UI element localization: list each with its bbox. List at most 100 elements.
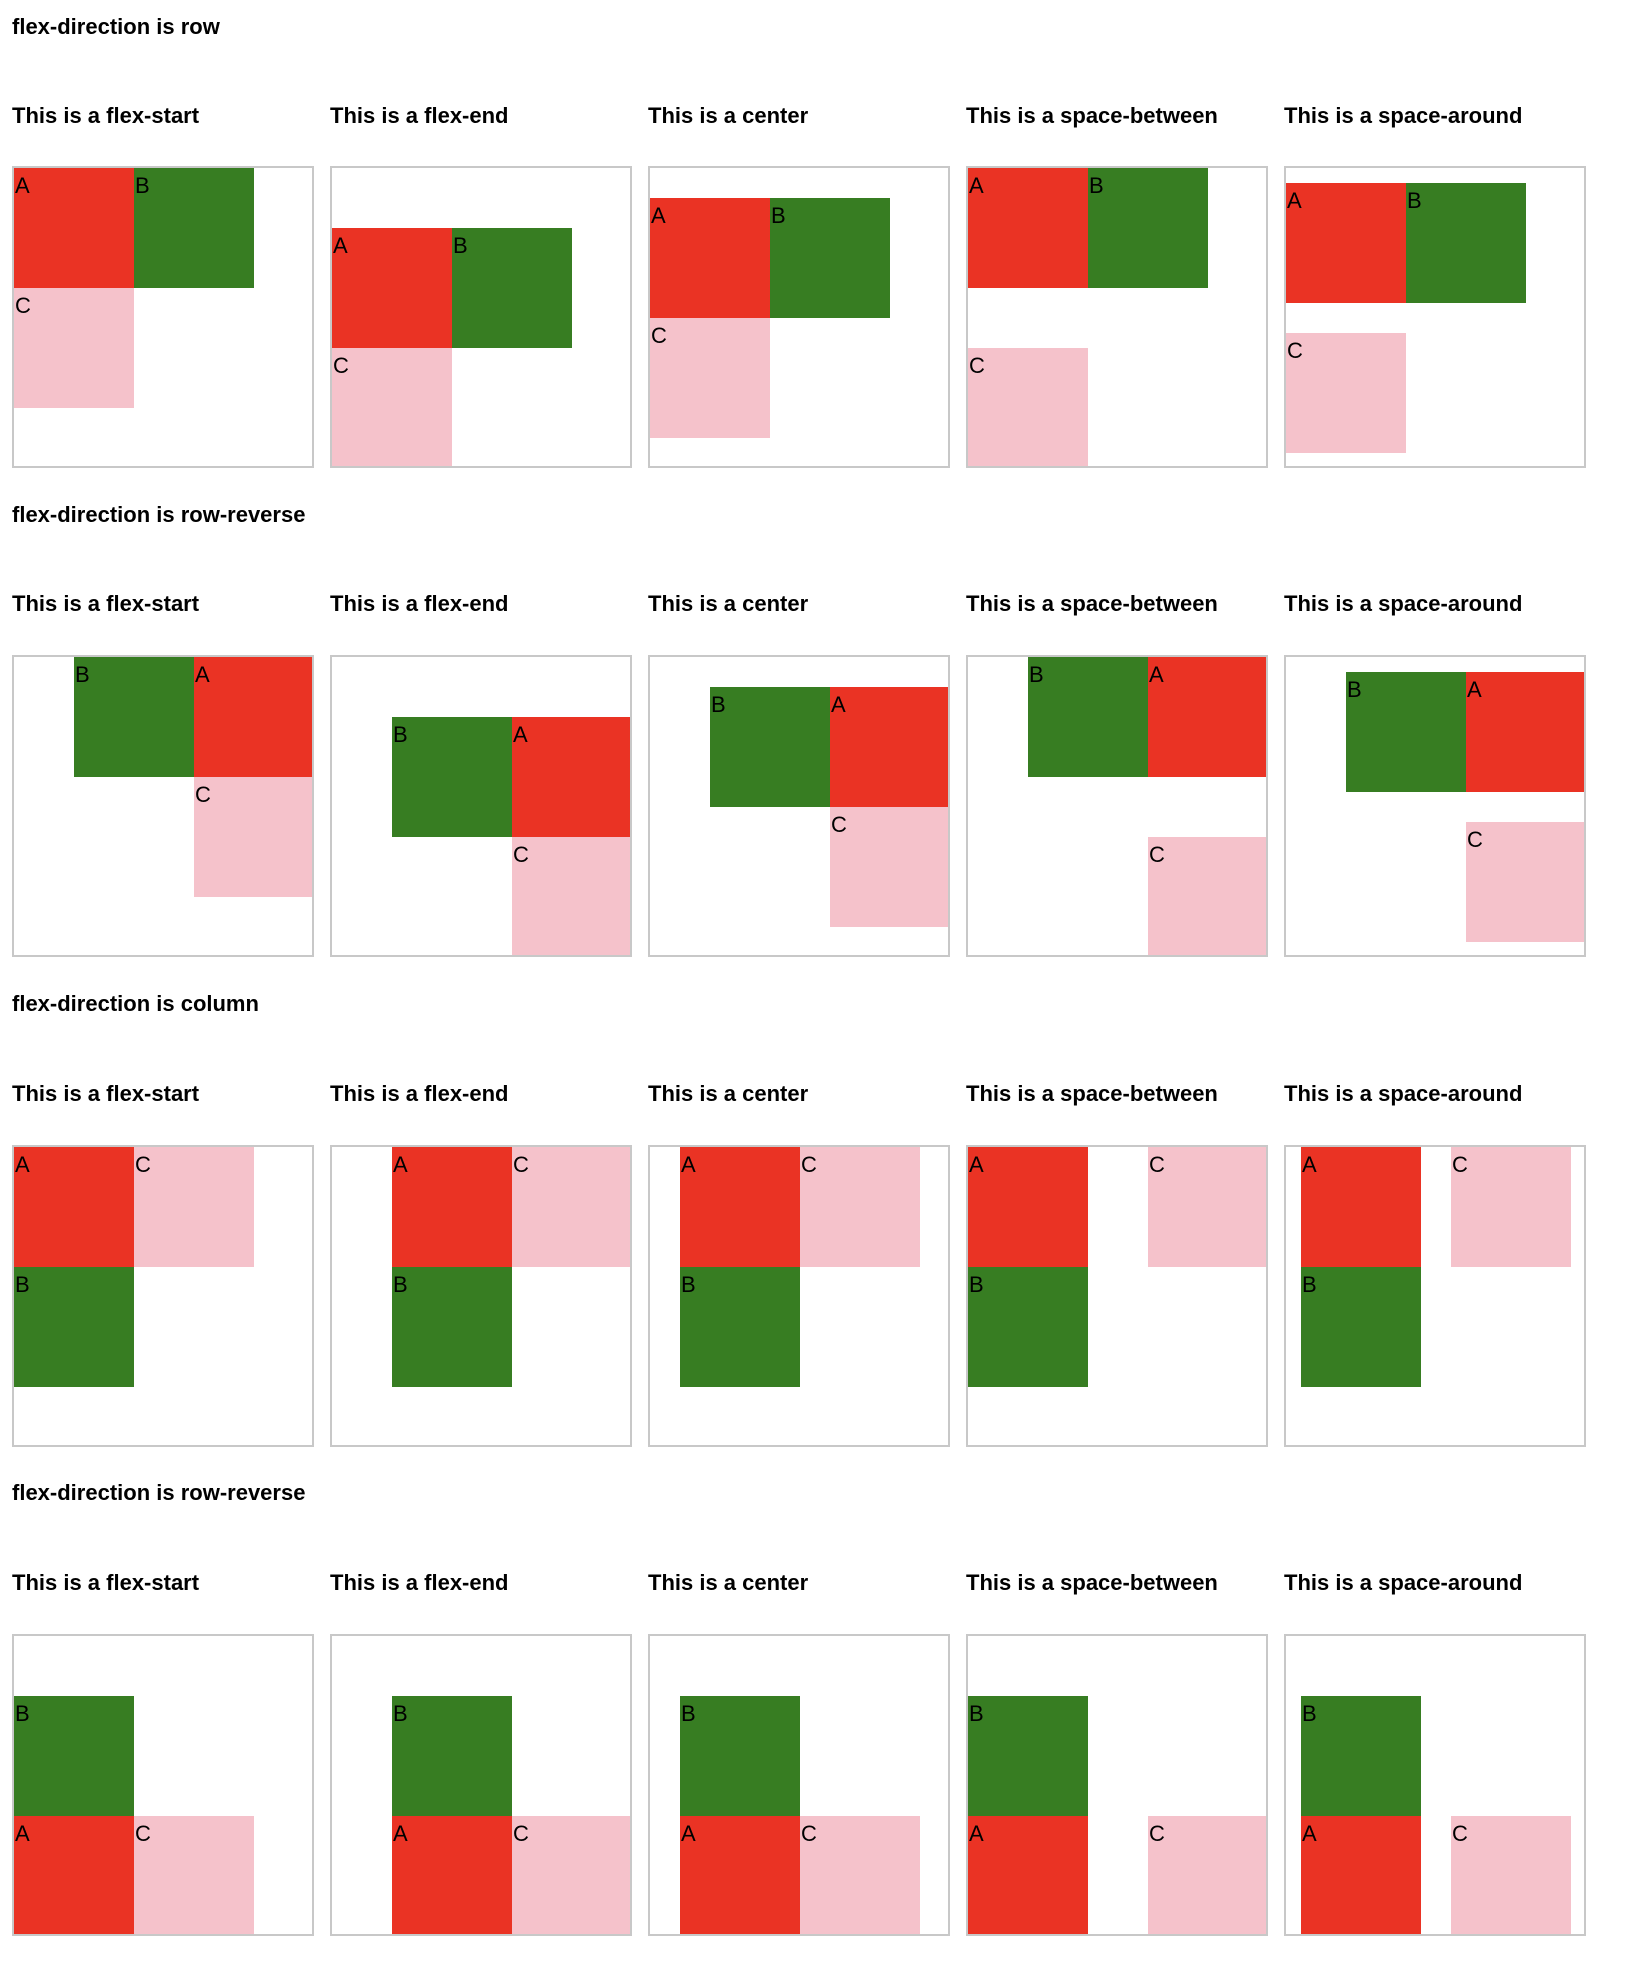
flex-item-b: B (1346, 672, 1466, 792)
flex-item-a: A (14, 168, 134, 288)
flex-item-c: C (1286, 333, 1406, 453)
section-title: flex-direction is row-reverse (12, 1480, 306, 1505)
flex-item-b: B (1301, 1696, 1421, 1816)
demo-title: This is a space-between (966, 1081, 1218, 1106)
flex-item-a: A (830, 687, 948, 807)
flex-container: B A C (648, 655, 950, 957)
flex-item-b: B (968, 1696, 1088, 1816)
flex-item-b: B (392, 1267, 512, 1387)
flex-item-a: A (968, 168, 1088, 288)
flex-container: B A C (1284, 655, 1586, 957)
flex-item-c: C (830, 807, 948, 927)
flex-item-b: B (1301, 1267, 1421, 1387)
flex-item-a: A (392, 1816, 512, 1934)
flex-item-c: C (800, 1816, 920, 1934)
flex-item-a: A (332, 228, 452, 348)
flex-item-b: B (14, 1267, 134, 1387)
flex-container: B A C (330, 1634, 632, 1936)
demo-title: This is a center (648, 103, 809, 128)
flex-item-b: B (680, 1696, 800, 1816)
flex-container: A B C (330, 1145, 632, 1447)
flex-item-b: B (680, 1267, 800, 1387)
flex-container: B A C (12, 655, 314, 957)
demo-title: This is a flex-end (330, 103, 509, 128)
flex-item-b: B (392, 1696, 512, 1816)
demo-title: This is a flex-end (330, 1570, 509, 1595)
flex-item-a: A (392, 1147, 512, 1267)
flex-item-c: C (512, 1147, 630, 1267)
flex-container: A B C (12, 166, 314, 468)
flex-item-c: C (332, 348, 452, 466)
section-title: flex-direction is row-reverse (12, 502, 306, 527)
flex-item-a: A (680, 1816, 800, 1934)
flex-item-c: C (1466, 822, 1584, 942)
flex-container: B A C (330, 655, 632, 957)
demo-title: This is a flex-end (330, 1081, 509, 1106)
demo-title: This is a center (648, 1570, 809, 1595)
flex-item-b: B (1406, 183, 1526, 303)
demo-title: This is a space-between (966, 103, 1218, 128)
demo-title: This is a flex-start (12, 103, 200, 128)
demo-title: This is a flex-start (12, 1570, 200, 1595)
demo-title: This is a center (648, 1081, 809, 1106)
flex-item-b: B (452, 228, 572, 348)
flex-item-a: A (14, 1147, 134, 1267)
flex-item-b: B (1088, 168, 1208, 288)
flex-container: B A C (966, 655, 1268, 957)
flex-item-b: B (134, 168, 254, 288)
flex-item-a: A (512, 717, 630, 837)
demo-title: This is a flex-start (12, 1081, 200, 1106)
flex-item-a: A (968, 1147, 1088, 1267)
flex-item-c: C (14, 288, 134, 408)
flex-container: A B C (648, 1145, 950, 1447)
flex-container: A B C (648, 166, 950, 468)
flex-item-b: B (770, 198, 890, 318)
flex-item-a: A (968, 1816, 1088, 1934)
flex-item-b: B (968, 1267, 1088, 1387)
flex-container: A B C (966, 166, 1268, 468)
flex-item-c: C (968, 348, 1088, 466)
flex-item-a: A (14, 1816, 134, 1934)
flex-item-a: A (1148, 657, 1266, 777)
flex-container: A B C (1284, 1145, 1586, 1447)
section-title: flex-direction is column (12, 991, 259, 1016)
flex-item-b: B (392, 717, 512, 837)
flex-container: A B C (12, 1145, 314, 1447)
demo-title: This is a center (648, 591, 809, 616)
flex-container: B A C (12, 1634, 314, 1936)
flex-item-c: C (194, 777, 312, 897)
flex-item-c: C (1451, 1816, 1571, 1934)
flex-item-c: C (800, 1147, 920, 1267)
flex-item-a: A (1301, 1147, 1421, 1267)
demo-title: This is a space-around (1284, 591, 1523, 616)
flex-item-c: C (1451, 1147, 1571, 1267)
flex-container: A B C (1284, 166, 1586, 468)
flex-container: A B C (330, 166, 632, 468)
flex-item-a: A (650, 198, 770, 318)
demo-title: This is a space-around (1284, 1081, 1523, 1106)
flex-item-c: C (1148, 1147, 1266, 1267)
flex-item-a: A (194, 657, 312, 777)
flex-item-b: B (710, 687, 830, 807)
flex-item-c: C (1148, 1816, 1266, 1934)
flex-item-b: B (74, 657, 194, 777)
flex-container: B A C (648, 1634, 950, 1936)
section-title: flex-direction is row (12, 14, 220, 39)
flex-item-a: A (680, 1147, 800, 1267)
flex-item-a: A (1301, 1816, 1421, 1934)
flex-item-c: C (512, 1816, 630, 1934)
demo-title: This is a flex-start (12, 591, 200, 616)
flex-item-b: B (1028, 657, 1148, 777)
demo-title: This is a flex-end (330, 591, 509, 616)
flex-item-a: A (1466, 672, 1584, 792)
flex-item-c: C (650, 318, 770, 438)
demo-title: This is a space-between (966, 1570, 1218, 1595)
demo-title: This is a space-around (1284, 103, 1523, 128)
flex-item-c: C (512, 837, 630, 955)
demo-title: This is a space-around (1284, 1570, 1523, 1595)
flex-item-c: C (1148, 837, 1266, 955)
flex-container: B A C (1284, 1634, 1586, 1936)
flex-item-c: C (134, 1816, 254, 1934)
demo-title: This is a space-between (966, 591, 1218, 616)
flex-container: A B C (966, 1145, 1268, 1447)
